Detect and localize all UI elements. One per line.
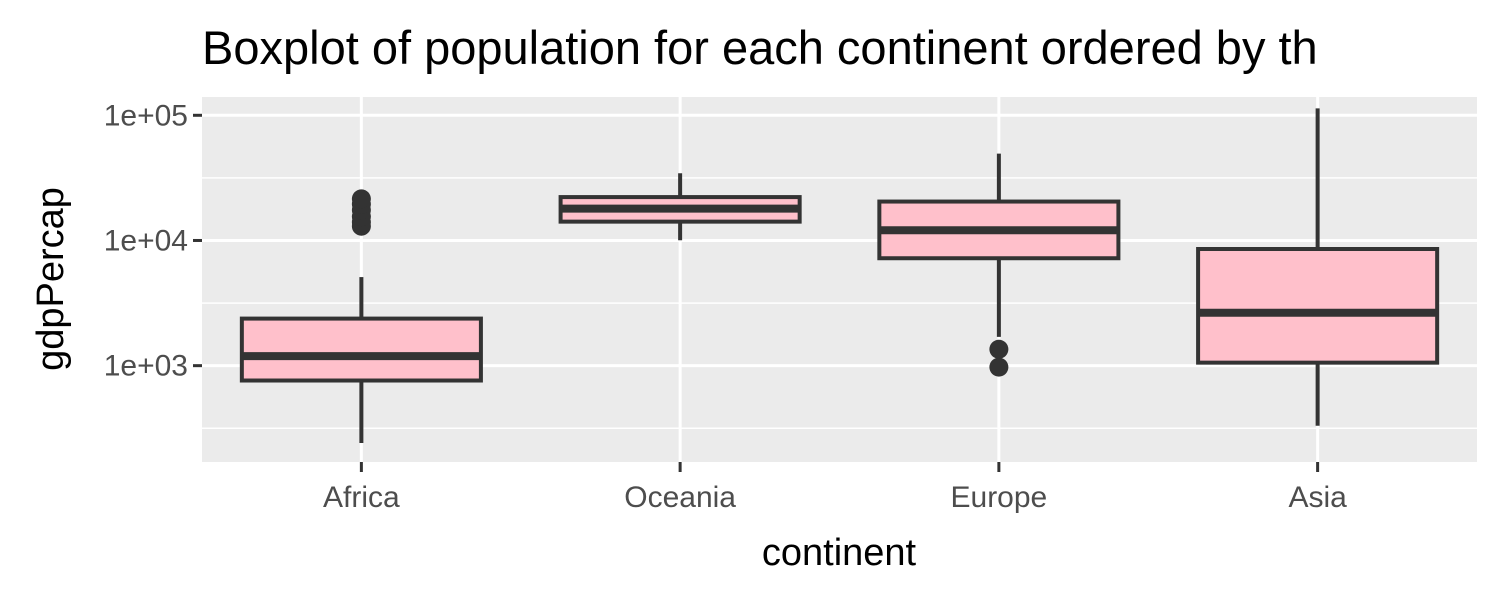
y-tick-label: 1e+05 [104,99,188,132]
outlier-point [989,339,1009,359]
x-axis: Africa Oceania Europe Asia [323,462,1347,514]
x-axis-title: continent [762,532,917,574]
outlier-point [989,357,1009,377]
y-axis: 1e+03 1e+04 1e+05 [104,99,202,383]
box-africa [239,189,483,444]
x-tick-label: Oceania [624,481,736,514]
box-europe [877,153,1121,377]
x-tick-label: Africa [323,481,400,514]
box-iqr [239,316,483,383]
x-tick-label: Asia [1288,481,1347,514]
y-tick-label: 1e+04 [104,224,188,257]
y-axis-title: gdpPercap [30,187,72,371]
outlier-point [351,189,371,209]
boxes-layer [239,108,1440,444]
box-iqr [1196,247,1440,365]
box-asia [1196,108,1440,426]
y-tick-label: 1e+03 [104,350,188,383]
box-oceania [558,173,802,241]
x-tick-label: Europe [951,481,1048,514]
chart-title: Boxplot of population for each continent… [202,21,1318,74]
